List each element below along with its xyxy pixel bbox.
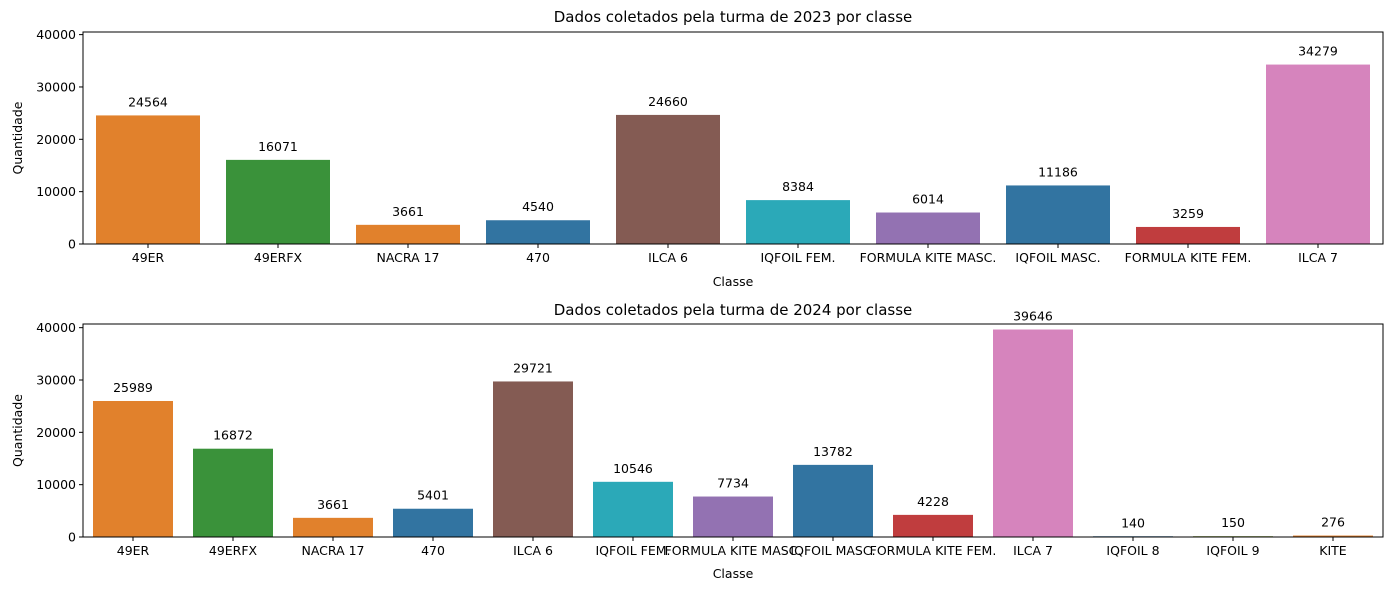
x-tick-label: 49ER: [132, 250, 165, 265]
data-label: 6014: [912, 192, 944, 207]
x-tick-label: ILCA 7: [1298, 250, 1338, 265]
data-label: 16872: [213, 428, 253, 443]
bar: [293, 517, 373, 537]
x-tick-label: 470: [526, 250, 550, 265]
bar: [1136, 226, 1240, 244]
y-tick-label: 30000: [36, 79, 76, 94]
data-label: 34279: [1298, 44, 1338, 59]
y-tick-label: 40000: [36, 27, 76, 42]
x-tick-label: NACRA 17: [376, 250, 439, 265]
data-label: 29721: [513, 360, 553, 375]
bar: [993, 329, 1073, 537]
bar: [93, 400, 173, 537]
x-tick-label: ILCA 7: [1013, 543, 1053, 558]
bar: [746, 200, 850, 244]
data-label: 4540: [522, 199, 554, 214]
x-tick-label: IQFOIL 8: [1106, 543, 1159, 558]
x-tick-label: 49ER: [117, 543, 150, 558]
x-tick-label: FORMULA KITE MASC.: [860, 250, 997, 265]
data-label: 3259: [1172, 206, 1204, 221]
y-tick-label: 20000: [36, 132, 76, 147]
bar: [1266, 64, 1370, 245]
bar: [226, 159, 330, 244]
bar: [876, 212, 980, 244]
bar: [96, 115, 200, 244]
x-axis-label: Classe: [713, 566, 754, 581]
data-label: 16071: [258, 139, 298, 154]
x-tick-label: KITE: [1319, 543, 1347, 558]
bar: [893, 514, 973, 537]
bar: [793, 464, 873, 537]
y-tick-label: 0: [68, 237, 76, 252]
bar: [393, 508, 473, 537]
data-label: 8384: [782, 179, 814, 194]
data-label: 7734: [717, 476, 749, 491]
x-tick-label: IQFOIL MASC.: [790, 543, 875, 558]
bar: [493, 381, 573, 537]
bar: [593, 481, 673, 537]
y-tick-label: 40000: [36, 320, 76, 335]
data-label: 150: [1221, 515, 1245, 530]
x-tick-label: FORMULA KITE FEM.: [1125, 250, 1252, 265]
y-tick-label: 10000: [36, 477, 76, 492]
plot-frame: [82, 31, 1384, 245]
plot-frame: [82, 323, 1384, 538]
data-label: 276: [1321, 515, 1345, 530]
y-tick-label: 0: [68, 530, 76, 545]
x-tick-label: ILCA 6: [513, 543, 553, 558]
bar: [1293, 535, 1373, 537]
y-tick-label: 10000: [36, 184, 76, 199]
x-tick-label: IQFOIL 9: [1206, 543, 1259, 558]
x-tick-label: 49ERFX: [209, 543, 258, 558]
chart-2023: Dados coletados pela turma de 2023 por c…: [10, 8, 1384, 289]
y-axis-label: Quantidade: [10, 394, 25, 467]
data-label: 140: [1121, 515, 1145, 530]
data-label: 39646: [1013, 309, 1053, 324]
bar: [1006, 185, 1110, 244]
data-label: 5401: [417, 488, 449, 503]
y-tick-label: 30000: [36, 372, 76, 387]
x-tick-label: IQFOIL FEM.: [595, 543, 670, 558]
data-label: 11186: [1038, 164, 1078, 179]
bar: [693, 496, 773, 537]
x-tick-label: ILCA 6: [648, 250, 688, 265]
chart-title: Dados coletados pela turma de 2024 por c…: [554, 301, 913, 319]
data-label: 13782: [813, 444, 853, 459]
x-tick-label: NACRA 17: [301, 543, 364, 558]
bar: [356, 224, 460, 244]
x-tick-label: IQFOIL FEM.: [760, 250, 835, 265]
bar: [616, 114, 720, 244]
bar: [486, 220, 590, 244]
chart-title: Dados coletados pela turma de 2023 por c…: [554, 8, 913, 26]
data-label: 24564: [128, 94, 168, 109]
y-tick-label: 20000: [36, 425, 76, 440]
x-tick-label: 470: [421, 543, 445, 558]
chart-2024: Dados coletados pela turma de 2024 por c…: [10, 301, 1384, 581]
data-label: 24660: [648, 94, 688, 109]
y-axis-label: Quantidade: [10, 101, 25, 174]
x-tick-label: FORMULA KITE MASC.: [665, 543, 802, 558]
x-axis-label: Classe: [713, 274, 754, 289]
x-tick-label: FORMULA KITE FEM.: [870, 543, 997, 558]
x-tick-label: IQFOIL MASC.: [1015, 250, 1100, 265]
data-label: 3661: [392, 204, 424, 219]
data-label: 3661: [317, 497, 349, 512]
data-label: 10546: [613, 461, 653, 476]
data-label: 25989: [113, 380, 153, 395]
bar: [193, 448, 273, 537]
x-tick-label: 49ERFX: [254, 250, 303, 265]
data-label: 4228: [917, 494, 949, 509]
